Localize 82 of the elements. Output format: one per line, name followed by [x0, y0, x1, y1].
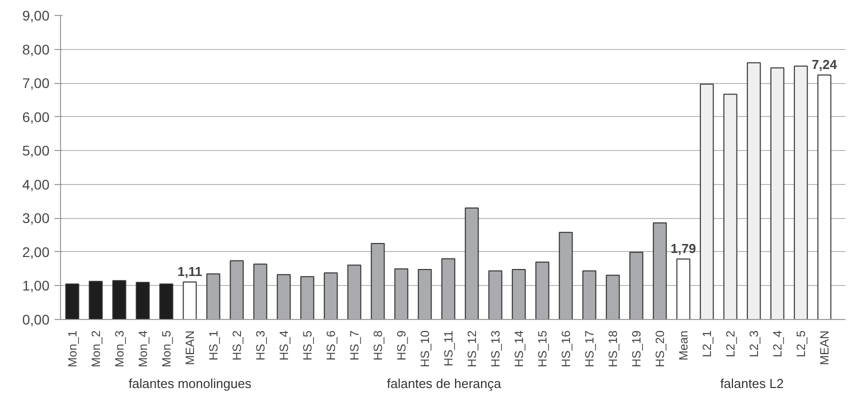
- x-tick-label: HS_18: [606, 330, 620, 368]
- bar: [276, 274, 291, 320]
- x-tick-label: HS_7: [347, 330, 362, 361]
- x-tick-label: HS_4: [276, 330, 291, 361]
- bar: [558, 232, 573, 320]
- bar: [159, 284, 174, 320]
- x-tick-label: Mean: [676, 330, 690, 361]
- x-tick-label: L2_5: [794, 330, 808, 358]
- x-tick-label: HS_12: [464, 330, 479, 368]
- y-tick-label: 9,00: [22, 8, 50, 24]
- x-tick-label: HS_2: [230, 330, 244, 361]
- bar: [746, 62, 761, 320]
- x-tick-label: HS_1: [206, 330, 220, 361]
- x-tick-label: HS_14: [512, 330, 526, 368]
- bar: [112, 280, 126, 320]
- bar: [418, 269, 432, 320]
- bar: [136, 282, 150, 320]
- data-label: 1,79: [670, 241, 696, 256]
- x-tick-label: HS_13: [488, 330, 502, 368]
- text: falantes L2: [719, 375, 785, 393]
- x-tick-label: HS_16: [558, 330, 573, 368]
- bar: [582, 270, 596, 320]
- x-tick-label: L2_3: [746, 330, 761, 358]
- data-label: 7,24: [812, 56, 838, 72]
- x-tick-label: L2_1: [700, 330, 714, 358]
- x-tick-label: L2_2: [723, 330, 738, 358]
- x-tick-label: L2_4: [770, 330, 784, 358]
- x-tick-label: MEAN: [817, 330, 832, 366]
- x-tick-label: HS_11: [441, 330, 456, 366]
- bar: [253, 264, 268, 320]
- x-tick-label: Mon_1: [65, 330, 80, 368]
- bar: [206, 273, 220, 320]
- x-tick-label: Mon_2: [88, 330, 103, 368]
- y-tick-label: 2,00: [22, 244, 50, 260]
- bar: [65, 284, 80, 320]
- bar: [324, 272, 338, 320]
- y-tick-label: 0,00: [22, 312, 50, 328]
- bar: [347, 264, 362, 320]
- y-tick-label: 5,00: [22, 142, 50, 159]
- bar: [770, 67, 784, 320]
- y-tick-label: 8,00: [22, 41, 50, 58]
- x-tick-label: Mon_5: [159, 330, 174, 368]
- x-tick-label: HS_9: [394, 330, 408, 361]
- bar: [441, 258, 456, 320]
- bar: [512, 269, 526, 320]
- x-tick-label: Mon_3: [112, 330, 126, 368]
- bar: [230, 260, 244, 320]
- bar: [488, 270, 502, 320]
- bar: [652, 222, 667, 320]
- text: falantes de herança: [386, 375, 502, 393]
- y-tick-label: 1,00: [22, 278, 50, 294]
- x-tick-label: HS_5: [300, 330, 314, 361]
- bar: [300, 276, 314, 320]
- y-tick-label: 6,00: [22, 108, 50, 125]
- bar: [606, 274, 620, 320]
- y-tick-label: 3,00: [22, 210, 50, 226]
- bar: [794, 66, 808, 320]
- y-tick-label: 7,00: [22, 75, 50, 92]
- y-tick-label: 4,00: [22, 176, 50, 192]
- bar: [182, 282, 197, 320]
- bar: [88, 280, 103, 320]
- bar: [535, 262, 550, 320]
- bar: [370, 243, 385, 320]
- bar: [700, 84, 714, 320]
- x-tick-label: HS_20: [652, 330, 667, 368]
- bar: [464, 208, 479, 320]
- bar: [629, 252, 644, 320]
- bar: [394, 268, 408, 320]
- x-tick-label: HS_10: [418, 330, 432, 368]
- x-tick-label: Mon_4: [136, 330, 150, 368]
- bar: [676, 258, 690, 320]
- x-tick-label: MEAN: [182, 330, 197, 366]
- bar: [817, 74, 832, 320]
- text: falantes monolingues: [128, 375, 252, 393]
- x-tick-label: HS_6: [324, 330, 338, 361]
- x-tick-label: HS_8: [370, 330, 385, 361]
- x-tick-label: HS_3: [253, 330, 268, 361]
- x-tick-label: HS_17: [582, 330, 596, 368]
- bar: [723, 94, 738, 320]
- x-tick-label: HS_19: [629, 330, 644, 368]
- x-tick-label: HS_15: [535, 330, 550, 368]
- data-label: 1,11: [177, 264, 202, 280]
